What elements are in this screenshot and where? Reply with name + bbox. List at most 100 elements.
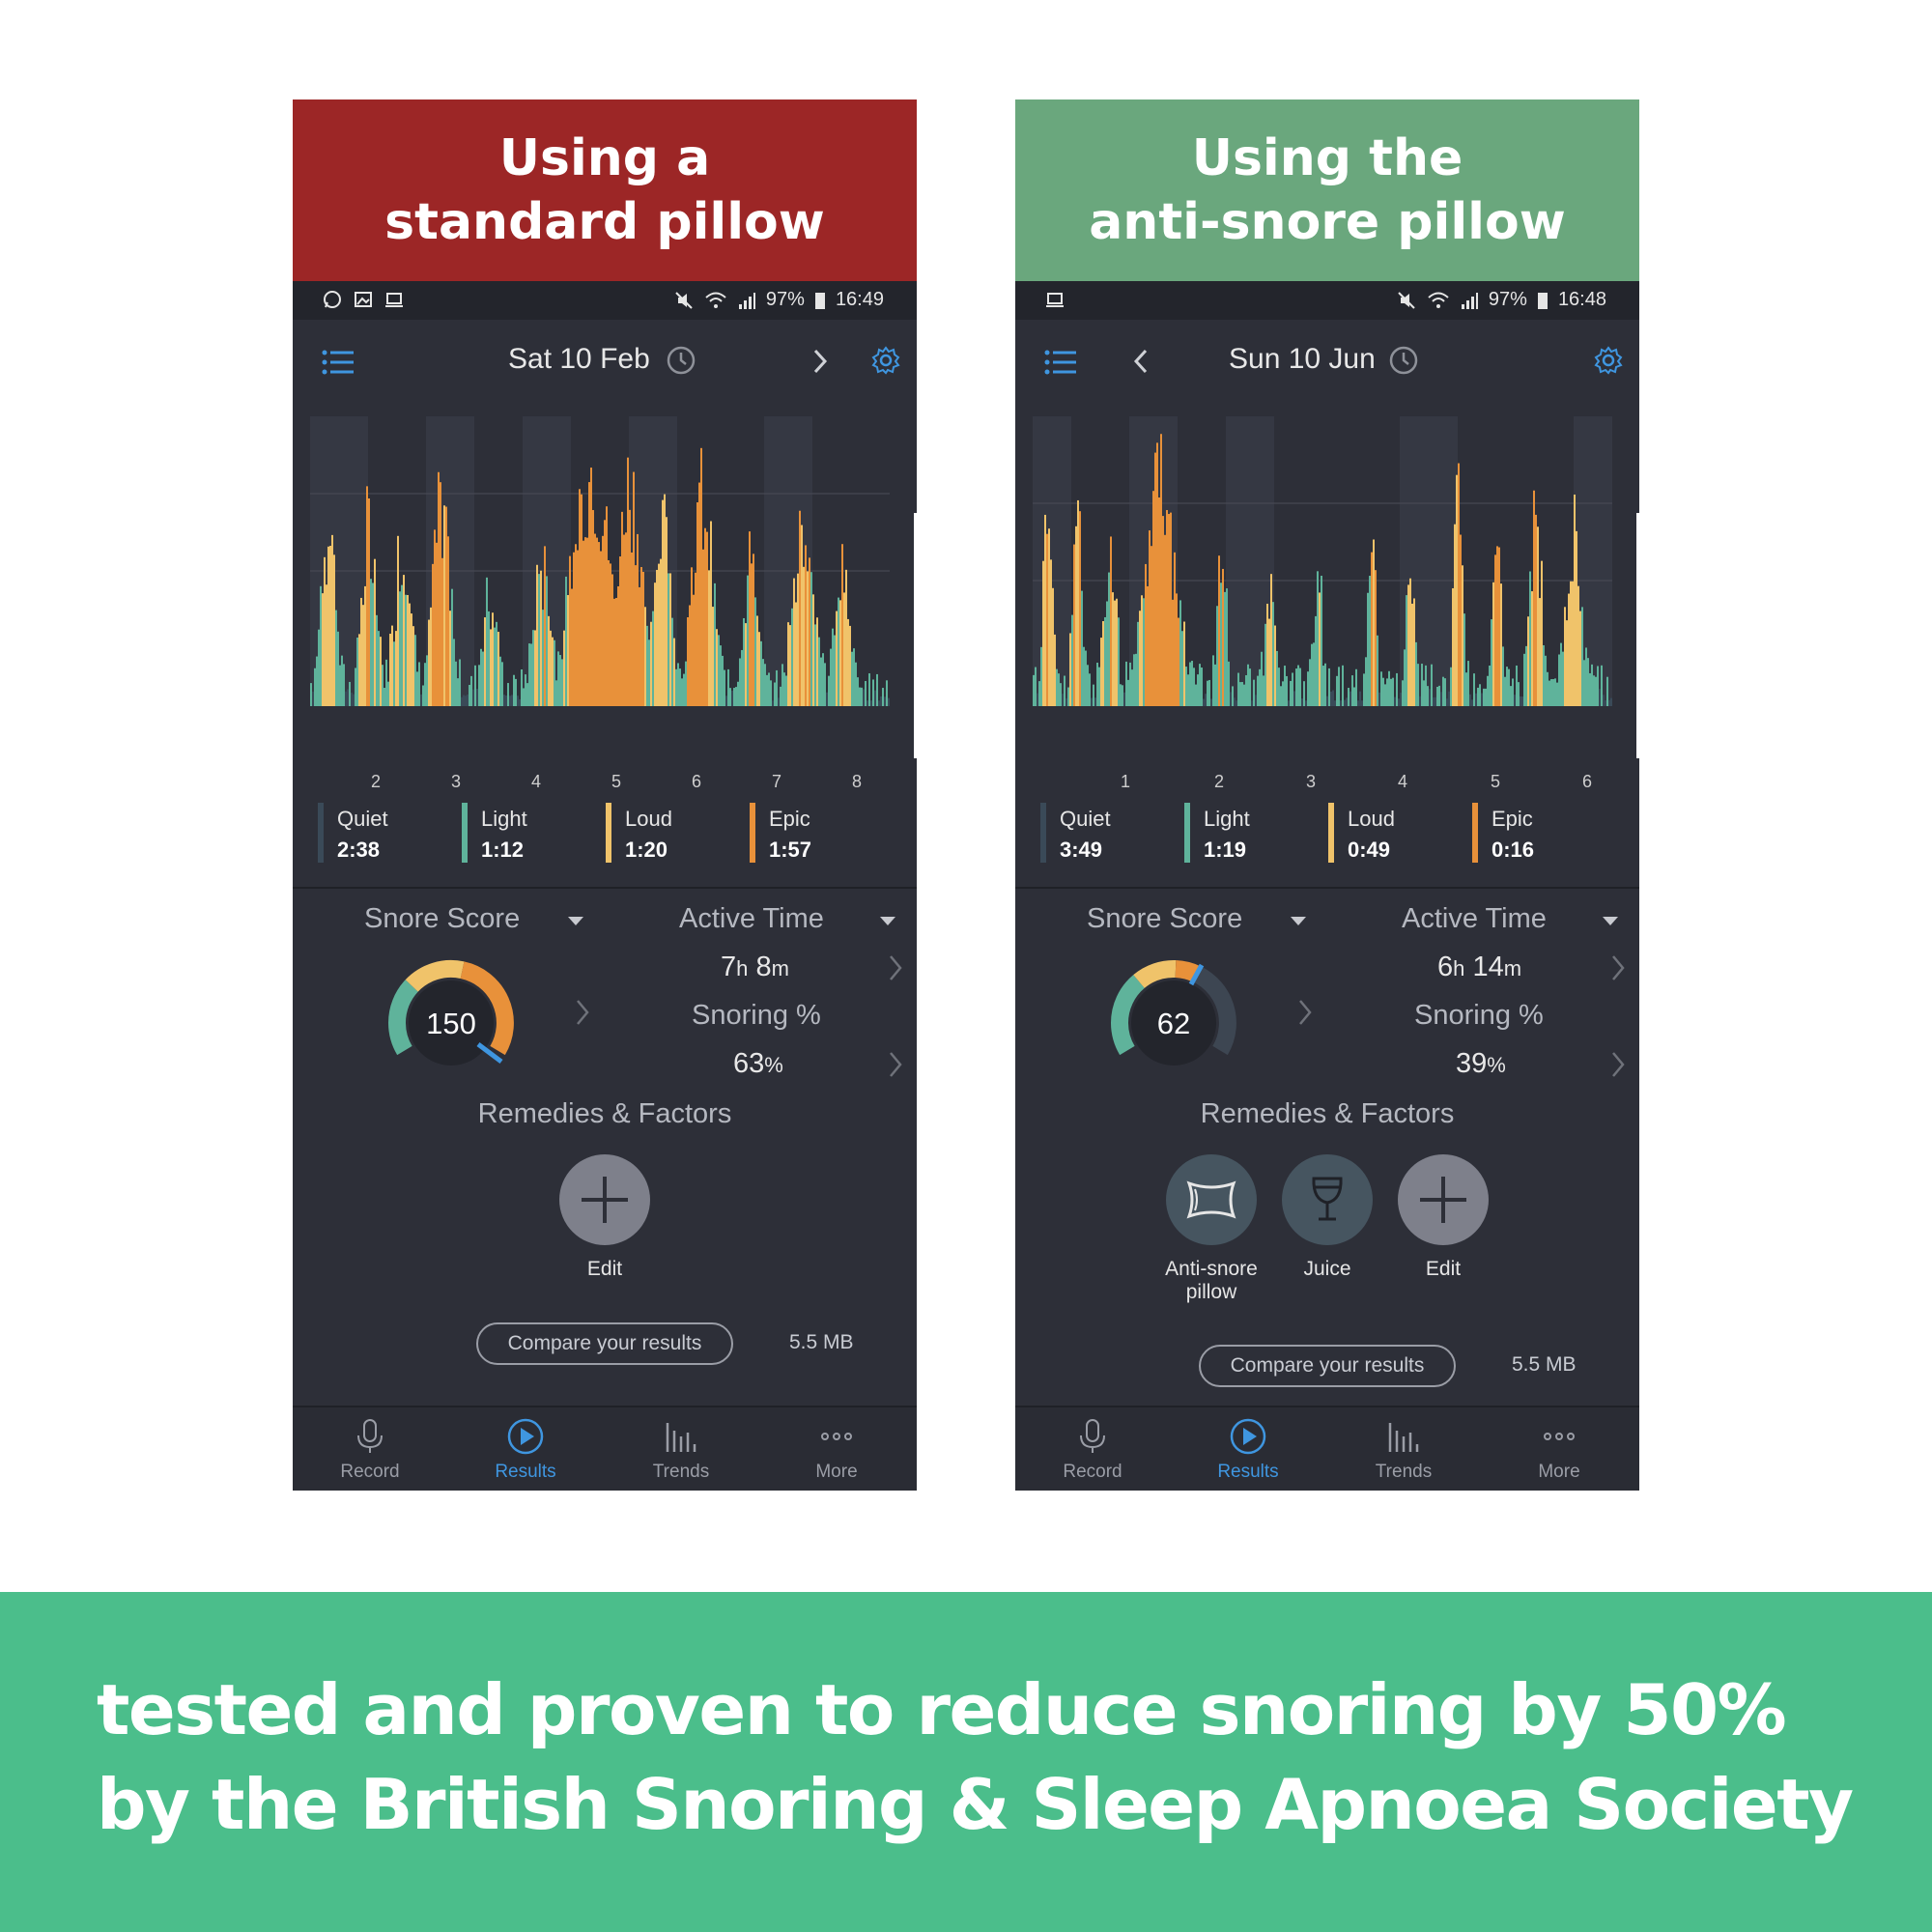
waveform-spike	[1483, 688, 1485, 706]
waveform-spike	[627, 457, 629, 706]
juice-remedy[interactable]	[1282, 1154, 1373, 1245]
list-menu-icon[interactable]	[1044, 349, 1077, 376]
waveform-spike	[1212, 655, 1214, 706]
waveform-spike	[1264, 623, 1266, 706]
clock-icon[interactable]	[666, 345, 696, 376]
waveform-spike	[596, 537, 598, 706]
waveform-spike	[803, 566, 805, 706]
waveform-spike	[525, 674, 526, 706]
hour-tick: 5	[611, 772, 622, 791]
chevron-right-icon[interactable]	[1610, 953, 1626, 982]
waveform-spike	[474, 665, 476, 706]
active-time-label[interactable]: Active Time	[679, 903, 824, 934]
nav-more[interactable]: More	[779, 1417, 895, 1489]
waveform-spike	[1040, 646, 1042, 706]
waveform-spike	[646, 625, 648, 706]
caret-down-icon[interactable]	[1291, 917, 1306, 925]
waveform-spike	[1502, 646, 1504, 706]
waveform-spike	[1295, 668, 1297, 706]
chevron-right-icon[interactable]	[888, 953, 903, 982]
session-date[interactable]: Sat 10 Feb	[508, 343, 650, 375]
caret-down-icon[interactable]	[1603, 917, 1618, 925]
waveform-spike	[1357, 700, 1359, 706]
snore-legend: Quiet 3:49 Light 1:19 Loud 0:49 Epic 0:16	[1015, 803, 1639, 875]
nav-results[interactable]: Results	[468, 1417, 583, 1489]
gear-icon[interactable]	[1593, 345, 1624, 376]
waveform-spike	[1508, 668, 1510, 706]
waveform-spike	[1518, 682, 1520, 706]
anti-snore-pillow-remedy[interactable]	[1166, 1154, 1257, 1245]
waveform-spike	[496, 621, 497, 706]
plus-icon	[1420, 1177, 1466, 1223]
nav-record[interactable]: Record	[1035, 1417, 1151, 1489]
waveform-spike	[1581, 607, 1583, 706]
next-day-arrow-icon[interactable]	[810, 347, 830, 376]
status-bar: 97% 16:48	[1015, 281, 1639, 320]
waveform-spike	[1050, 559, 1052, 706]
waveform-spike	[1197, 674, 1199, 706]
active-time-label[interactable]: Active Time	[1402, 903, 1547, 934]
waveform-spike	[1149, 530, 1151, 706]
edit-remedies-button[interactable]	[559, 1154, 650, 1245]
nav-more[interactable]: More	[1501, 1417, 1617, 1489]
caret-down-icon[interactable]	[880, 917, 895, 925]
laptop-icon	[385, 293, 403, 307]
waveform-spike	[1141, 595, 1143, 706]
waveform-spike	[467, 694, 469, 706]
waveform-spike	[669, 573, 671, 706]
waveform-spike	[501, 662, 503, 706]
waveform-spike	[1253, 679, 1255, 706]
waveform-spike	[1069, 633, 1071, 706]
chevron-right-icon[interactable]	[1297, 998, 1313, 1027]
snoring-percent-label: Snoring %	[1414, 1000, 1544, 1031]
gear-icon[interactable]	[870, 345, 901, 376]
chevron-right-icon[interactable]	[888, 1050, 903, 1079]
waveform-spike	[654, 582, 656, 706]
waveform-spike	[822, 653, 824, 706]
waveform-spike	[1475, 693, 1477, 706]
caret-down-icon[interactable]	[568, 917, 583, 925]
chevron-right-icon[interactable]	[1610, 1050, 1626, 1079]
waveform-spike	[639, 586, 640, 706]
waveform-spike	[1263, 675, 1264, 706]
waveform-spike	[505, 695, 507, 706]
waveform-spike	[1605, 699, 1606, 706]
waveform-spike	[1038, 681, 1040, 706]
compare-results-button[interactable]: Compare your results	[1199, 1345, 1456, 1387]
clock-icon[interactable]	[1388, 345, 1419, 376]
waveform-spike	[708, 570, 710, 706]
waveform-spike	[1365, 657, 1367, 706]
waveform-spike	[1085, 650, 1087, 706]
nav-record[interactable]: Record	[312, 1417, 428, 1489]
waveform-spike	[606, 506, 608, 706]
snore-score-gauge[interactable]: 62	[1096, 946, 1251, 1100]
anti-snore-pillow-banner: Using the anti-snore pillow	[1015, 99, 1639, 281]
chevron-right-icon[interactable]	[575, 998, 590, 1027]
nav-results[interactable]: Results	[1190, 1417, 1306, 1489]
waveform-spike	[1133, 654, 1135, 706]
waveform-spike	[839, 600, 841, 706]
snore-score-gauge[interactable]: 150	[374, 946, 528, 1100]
compare-results-button[interactable]: Compare your results	[476, 1322, 733, 1365]
legend-epic: Epic 0:16	[1472, 803, 1607, 865]
list-menu-icon[interactable]	[322, 349, 355, 376]
waveform-spike	[360, 597, 362, 706]
waveform-spike	[1548, 680, 1550, 706]
waveform-spike	[1274, 625, 1276, 706]
hour-tick: 3	[450, 772, 462, 791]
waveform-spike	[1373, 539, 1375, 706]
snore-score-label[interactable]: Snore Score	[364, 903, 521, 934]
waveform-spike	[1541, 560, 1543, 706]
remedies-factors-label: Remedies & Factors	[477, 1098, 732, 1129]
waveform-spike	[1435, 696, 1436, 706]
session-date[interactable]: Sun 10 Jun	[1229, 343, 1376, 375]
waveform-spike	[1382, 677, 1384, 706]
nav-trends[interactable]: Trends	[623, 1417, 739, 1489]
waveform-spike	[753, 554, 754, 706]
nav-trends[interactable]: Trends	[1346, 1417, 1462, 1489]
waveform-spike	[693, 594, 695, 706]
snore-score-label[interactable]: Snore Score	[1087, 903, 1243, 934]
waveform-spike	[555, 680, 557, 706]
previous-day-arrow-icon[interactable]	[1131, 347, 1151, 376]
edit-remedies-button[interactable]	[1398, 1154, 1489, 1245]
